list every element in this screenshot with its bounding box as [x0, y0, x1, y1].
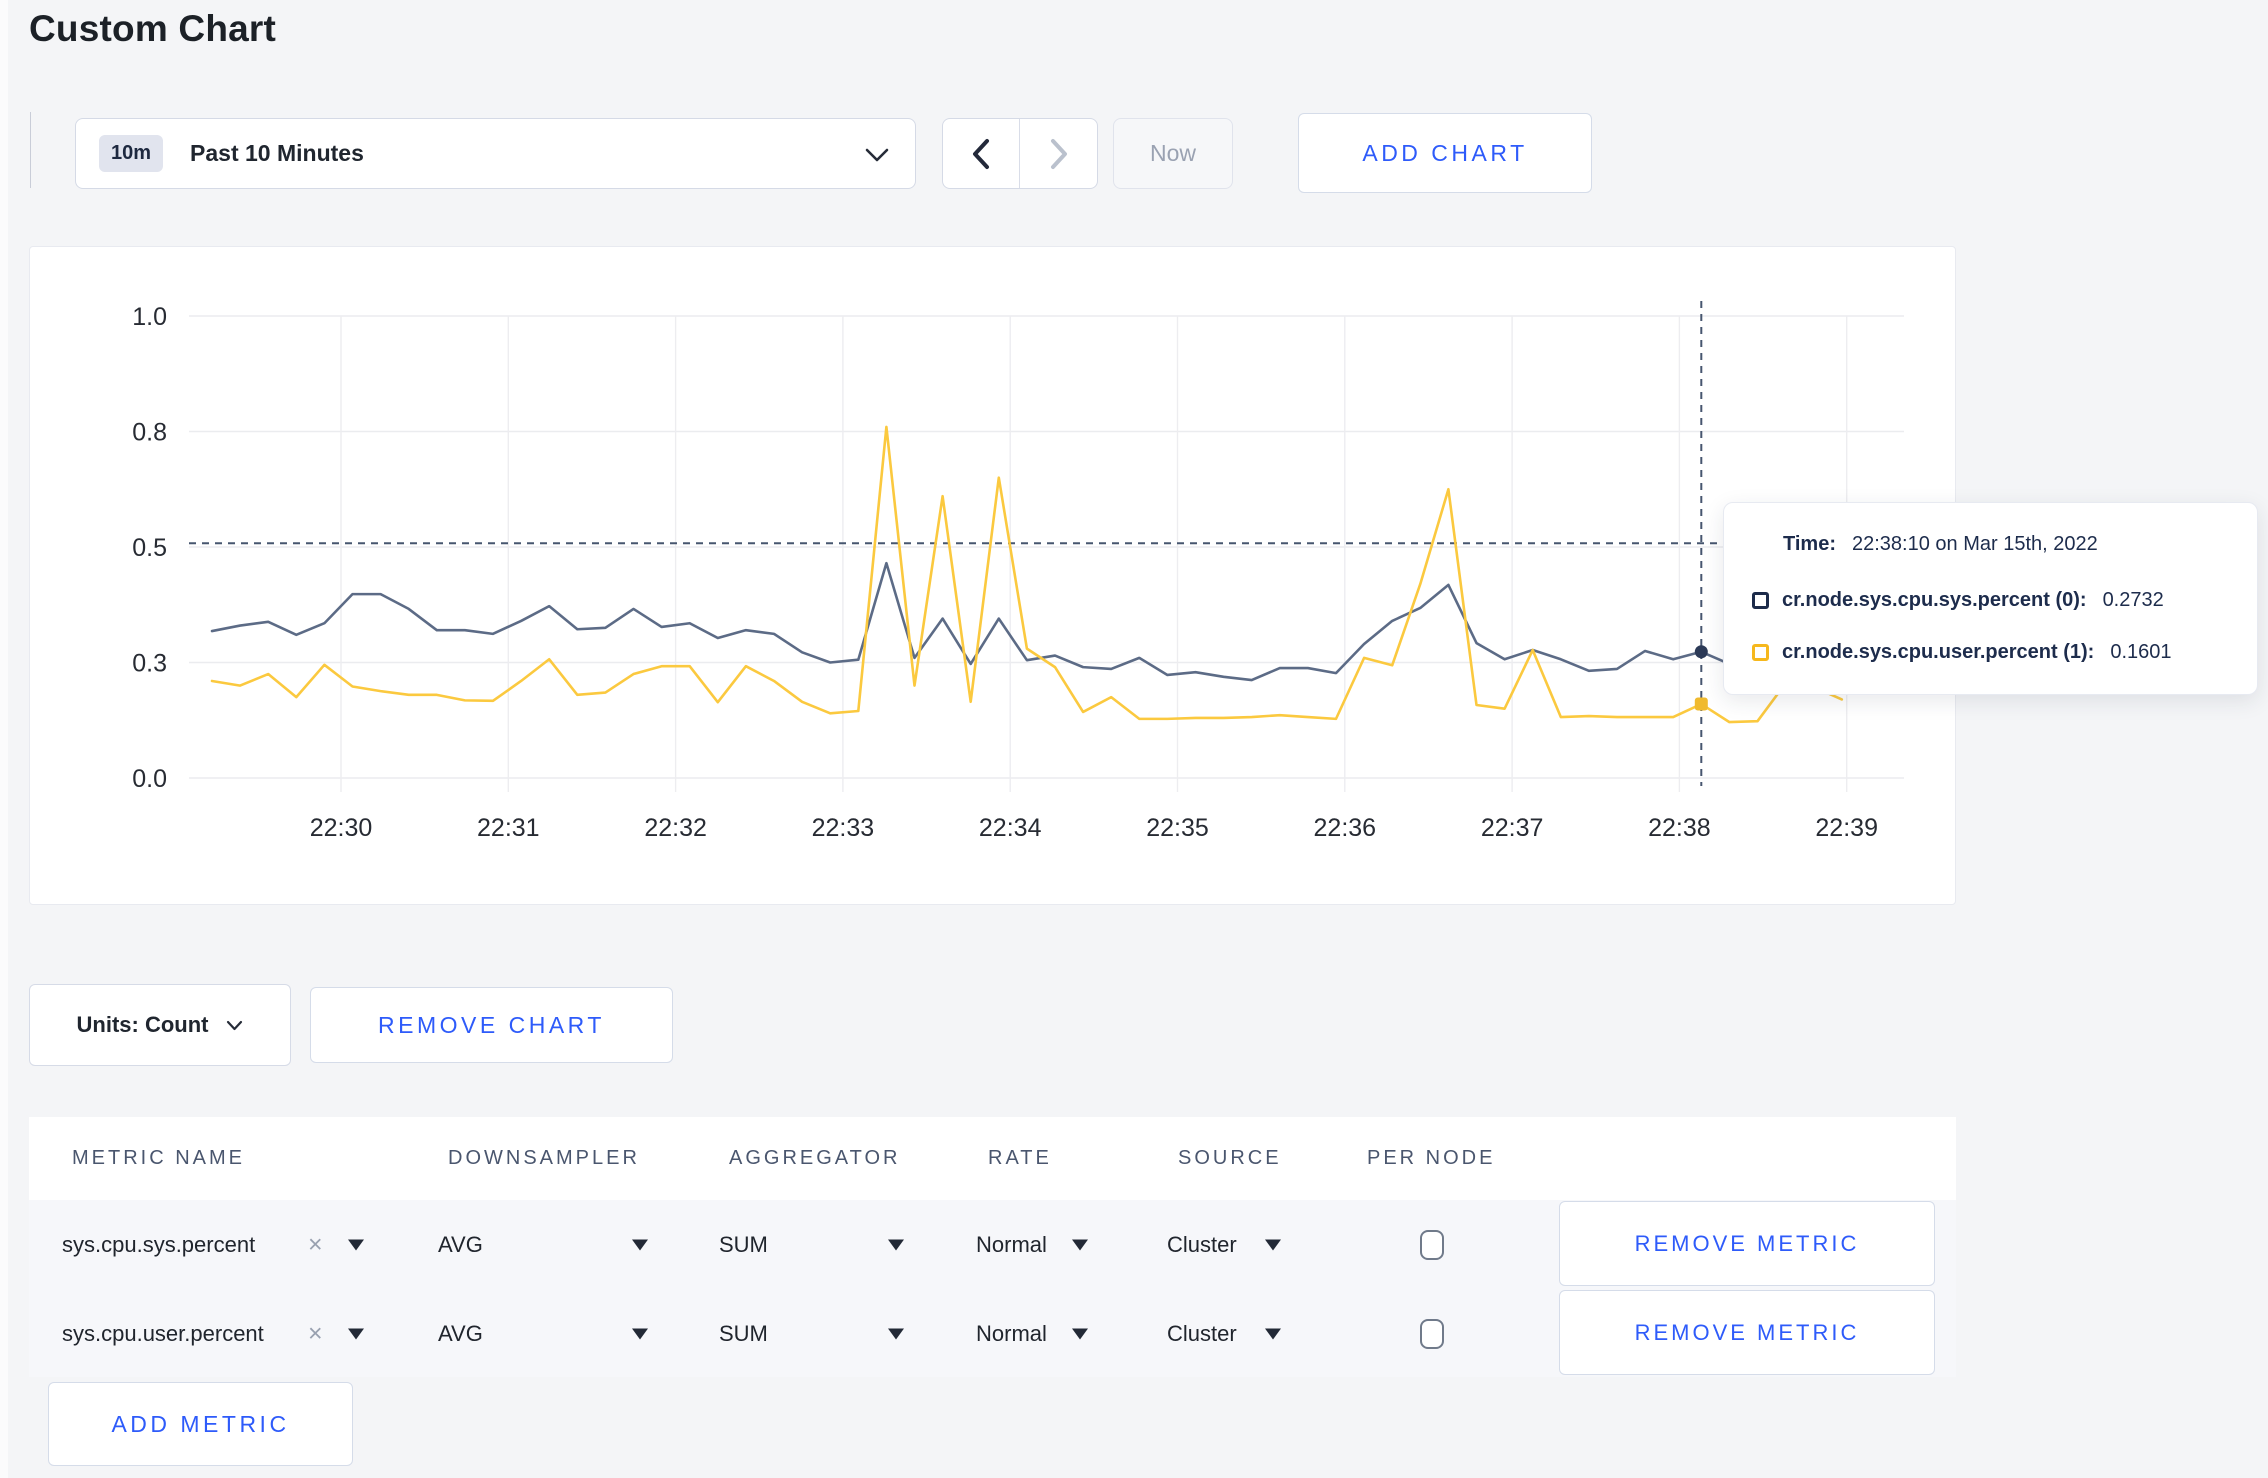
caret-down-icon — [1072, 1239, 1088, 1251]
caret-down-icon — [1265, 1328, 1281, 1339]
x-tick-label: 22:37 — [1481, 814, 1544, 842]
column-header-source: SOURCE — [1178, 1147, 1282, 1169]
tooltip-sys-name: cr.node.sys.cpu.sys.percent (0): — [1782, 589, 2087, 611]
chevron-left-icon — [973, 138, 989, 169]
y-tick-label: 0.5 — [132, 534, 167, 562]
x-tick-label: 22:38 — [1648, 814, 1711, 842]
tooltip-time-value: 22:38:10 on Mar 15th, 2022 — [1851, 533, 2098, 555]
rate-select[interactable]: Normal — [976, 1320, 1047, 1346]
tooltip-user-value: 0.1601 — [2110, 641, 2172, 663]
caret-down-icon[interactable] — [888, 1328, 904, 1339]
remove-metric-button[interactable]: REMOVE METRIC — [1559, 1290, 1935, 1375]
chevron-down-icon — [865, 148, 889, 162]
column-header-per-node: PER NODE — [1367, 1147, 1496, 1169]
remove-chart-button[interactable]: REMOVE CHART — [310, 987, 673, 1063]
aggregator-select[interactable]: SUM — [719, 1320, 768, 1346]
time-range-label: Past 10 Minutes — [190, 140, 364, 166]
chart-tooltip: Time: 22:38:10 on Mar 15th, 2022 cr.node… — [1723, 502, 2258, 695]
rate-select[interactable]: Normal — [976, 1232, 1047, 1257]
per-node-checkbox[interactable] — [1420, 1230, 1444, 1260]
chart-plot[interactable]: 0.0 0.3 0.5 0.8 1.0 22:30 22:31 22:32 22:33 22:34… — [30, 247, 1957, 906]
x-tick-label: 22:36 — [1314, 814, 1377, 842]
caret-down-icon — [1265, 1239, 1281, 1251]
per-node-checkbox[interactable] — [1420, 1318, 1444, 1349]
clear-metric-icon[interactable]: × — [308, 1230, 323, 1259]
units-dropdown[interactable]: Units: Count — [29, 984, 291, 1066]
page-title: Custom Chart — [29, 8, 277, 49]
series-sys-swatch-icon — [1752, 592, 1769, 609]
series-user-swatch-icon — [1752, 644, 1769, 661]
metrics-table: METRIC NAME DOWNSAMPLER AGGREGATOR RATE … — [29, 1117, 1956, 1377]
caret-down-icon[interactable] — [632, 1328, 648, 1339]
x-tick-label: 22:33 — [812, 814, 875, 842]
page-left-edge — [0, 0, 8, 1478]
tooltip-time-label: Time: — [1783, 533, 1836, 555]
tooltip-sys-value: 0.2732 — [2102, 589, 2164, 611]
chevron-down-icon — [227, 1020, 243, 1030]
units-label: Units: Count — [76, 1012, 209, 1037]
y-tick-label: 0.0 — [132, 765, 167, 793]
chart-card: 0.0 0.3 0.5 0.8 1.0 22:30 22:31 22:32 22:33 22:34… — [29, 246, 1956, 905]
x-tick-label: 22:35 — [1146, 814, 1209, 842]
y-tick-label: 1.0 — [132, 303, 167, 331]
table-row: sys.cpu.user.percent × AVG SUM Normal Cl… — [29, 1290, 1956, 1377]
now-button[interactable]: Now — [1113, 118, 1233, 189]
time-range-dropdown[interactable]: 10m Past 10 Minutes — [75, 118, 916, 189]
add-chart-button[interactable]: ADD CHART — [1298, 113, 1592, 193]
crosshair-point-user — [1694, 697, 1708, 711]
series-user-line — [210, 425, 1844, 724]
aggregator-select[interactable]: SUM — [719, 1232, 768, 1257]
column-header-metric-name: METRIC NAME — [72, 1147, 245, 1169]
x-tick-label: 22:31 — [477, 814, 540, 842]
caret-down-icon[interactable] — [888, 1239, 904, 1251]
downsampler-select[interactable]: AVG — [438, 1320, 483, 1346]
next-time-button[interactable] — [1020, 119, 1097, 188]
caret-down-icon[interactable] — [632, 1239, 648, 1251]
remove-metric-button[interactable]: REMOVE METRIC — [1559, 1201, 1935, 1286]
tooltip-user-name: cr.node.sys.cpu.user.percent (1): — [1782, 641, 2095, 663]
x-tick-label: 22:30 — [310, 814, 373, 842]
y-tick-label: 0.8 — [132, 419, 167, 447]
source-select[interactable]: Cluster — [1167, 1232, 1237, 1257]
time-nav-group — [942, 118, 1098, 189]
add-metric-button[interactable]: ADD METRIC — [48, 1382, 353, 1466]
y-tick-label: 0.3 — [132, 650, 167, 678]
column-header-aggregator: AGGREGATOR — [729, 1147, 901, 1169]
x-tick-label: 22:34 — [979, 814, 1042, 842]
time-range-badge: 10m — [99, 135, 164, 172]
toolbar-divider — [30, 112, 31, 188]
caret-down-icon — [348, 1239, 364, 1251]
chevron-right-icon — [1050, 138, 1067, 169]
prev-time-button[interactable] — [943, 119, 1020, 188]
metric-name-select[interactable]: sys.cpu.user.percent — [62, 1320, 264, 1346]
downsampler-select[interactable]: AVG — [438, 1232, 483, 1257]
x-tick-label: 22:32 — [644, 814, 707, 842]
source-select[interactable]: Cluster — [1167, 1320, 1237, 1346]
metric-name-select[interactable]: sys.cpu.sys.percent — [62, 1232, 256, 1257]
crosshair-point-sys — [1694, 645, 1708, 659]
x-tick-label: 22:39 — [1815, 814, 1878, 842]
caret-down-icon — [348, 1328, 364, 1339]
column-header-downsampler: DOWNSAMPLER — [448, 1147, 640, 1169]
table-row: sys.cpu.sys.percent × AVG SUM Normal Clu… — [29, 1200, 1956, 1290]
column-header-rate: RATE — [988, 1147, 1052, 1169]
caret-down-icon — [1072, 1328, 1088, 1339]
clear-metric-icon[interactable]: × — [308, 1319, 323, 1347]
series-sys-line — [210, 561, 1844, 682]
